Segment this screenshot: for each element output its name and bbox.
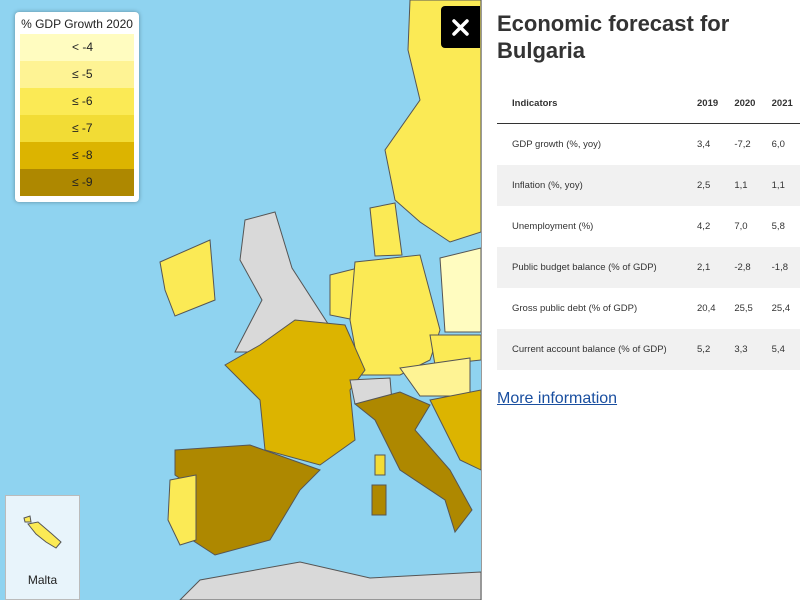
legend-item: ≤ -8: [20, 142, 134, 169]
italy: [353, 391, 473, 534]
countries: [159, 0, 481, 600]
table-row: Current account balance (% of GDP) 5,2 3,3…: [497, 329, 800, 370]
legend-item: < -4: [20, 34, 134, 61]
column-header: 2020: [732, 83, 770, 124]
table-value: 5,4: [769, 329, 800, 370]
table-row: GDP growth (%, yoy) 3,4 -7,2 6,0: [497, 124, 800, 166]
table-value: 5,8: [771, 221, 785, 232]
indicator-name: Gross public debt (% of GDP): [512, 303, 638, 314]
column-header: 2019: [695, 83, 733, 124]
more-info-link[interactable]: More information: [497, 390, 618, 407]
denmark: [369, 202, 403, 257]
table-value: -1,8: [769, 247, 800, 288]
table-row: Gross public debt (% of GDP) 20,4 25,5 25,4: [497, 288, 800, 329]
panel-title: Economic forecast for Bulgaria: [497, 11, 730, 63]
table-value: 6,0: [771, 139, 785, 150]
indicator-name: Inflation (%, yoy): [497, 165, 696, 206]
malta-inset[interactable]: Malta: [5, 495, 80, 600]
table-value: 3,4: [697, 139, 711, 150]
table-row: Public budget balance (% of GDP) 2,1 -2,8-…: [497, 247, 800, 288]
indicator-name: Current account balance (% of GDP): [497, 329, 696, 370]
forecast-table: Indicators 2019 2020 2021 GDP growth (%, yoy…: [497, 83, 800, 370]
balkans: [429, 389, 481, 471]
close-icon: [452, 19, 469, 36]
table-value: 7,0: [734, 221, 748, 232]
table-value: 20,4: [697, 303, 716, 314]
portugal: [167, 474, 197, 546]
table-value: 4,2: [697, 221, 711, 232]
indicator-name: Public budget balance (% of GDP): [497, 247, 696, 288]
info-panel: Economic forecast for Bulgaria Indicator…: [481, 0, 800, 600]
table-header: Indicators 2019 2020 2021: [497, 83, 800, 124]
sardinia: [371, 484, 387, 516]
indicator-name: Unemployment (%): [512, 221, 594, 232]
legend-item: ≤ -7: [20, 115, 134, 142]
column-header: 2021: [769, 83, 800, 124]
table-value: -7,2: [734, 139, 751, 150]
column-header: Indicators: [497, 83, 696, 124]
ireland: [159, 239, 216, 317]
legend: % GDP Growth 2020 < -4 ≤ -5 ≤ -6 ≤ -7 ≤ -8 ≤ …: [15, 12, 139, 202]
table-value: 2,1: [695, 247, 733, 288]
table-value: 1,1: [769, 165, 800, 206]
table-row: Unemployment (%) 4,2 7,0 5,8: [497, 206, 800, 247]
poland: [439, 247, 481, 333]
map: [0, 0, 481, 600]
czechia: [429, 334, 481, 366]
inset-label: Malta: [27, 573, 58, 587]
table-value: 5,2: [695, 329, 733, 370]
table-value: 3,3: [732, 329, 770, 370]
table-value: 1,1: [732, 165, 770, 206]
north-africa: [179, 561, 481, 600]
table-value: -2,8: [732, 247, 770, 288]
close-button[interactable]: [441, 6, 480, 48]
france: [224, 319, 366, 466]
table-row: Inflation (%, yoy) 2,5 1,1 1,1: [497, 165, 800, 206]
legend-item: ≤ -6: [20, 88, 134, 115]
scandinavia: [384, 0, 481, 243]
table-value: 2,5: [695, 165, 733, 206]
malta-shape: [23, 515, 62, 549]
legend-item: ≤ -9: [20, 169, 134, 196]
corsica: [374, 454, 386, 476]
indicator-name: GDP growth (%, yoy): [512, 139, 602, 150]
legend-title: % GDP Growth 2020: [21, 17, 133, 31]
table-value: 25,5: [734, 303, 753, 314]
legend-item: ≤ -5: [20, 61, 134, 88]
table-value: 25,4: [771, 303, 791, 314]
